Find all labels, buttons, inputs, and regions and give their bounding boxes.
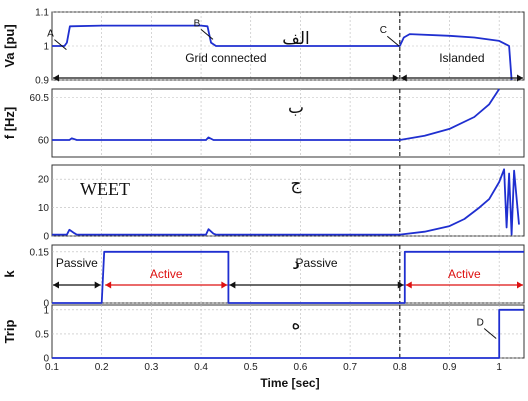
point-pointer-d bbox=[483, 328, 497, 339]
y-tick-label-trip-1: 0.5 bbox=[35, 329, 49, 340]
y-tick-label-trip-2: 1 bbox=[43, 305, 49, 316]
y-tick-label-va-0: 0.9 bbox=[35, 76, 49, 87]
span-arrow-p1-head-right bbox=[94, 281, 101, 289]
point-label-a: A bbox=[47, 29, 54, 40]
y-tick-label-va-1: 1 bbox=[43, 42, 49, 53]
span-label-a2: Active bbox=[448, 267, 481, 281]
span-arrow-islanded-head-right bbox=[517, 74, 523, 82]
y-tick-label-osc-1: 10 bbox=[38, 203, 50, 214]
span-label-a1: Active bbox=[150, 267, 183, 281]
span-arrow-a2-head-right bbox=[517, 281, 523, 289]
series-line-k bbox=[52, 250, 524, 304]
x-tick-label-9: 1 bbox=[496, 362, 502, 373]
span-arrow-a1-head-right bbox=[221, 281, 228, 289]
y-tick-label-freq-1: 60.5 bbox=[30, 93, 50, 104]
span-arrow-p2-head-left bbox=[229, 281, 236, 289]
span-label-p1: Passive bbox=[56, 256, 98, 270]
y-axis-label-k: k bbox=[2, 270, 17, 278]
panel-label-freq: ب bbox=[288, 98, 304, 118]
span-label-grid: Grid connected bbox=[185, 51, 266, 65]
span-arrow-a1-head-left bbox=[105, 281, 112, 289]
y-tick-label-osc-0: 0 bbox=[43, 232, 49, 243]
y-tick-label-va-2: 1.1 bbox=[35, 8, 49, 19]
panel-frame-freq bbox=[51, 88, 525, 158]
series-line-freq bbox=[52, 88, 500, 141]
span-arrow-p2-head-right bbox=[397, 281, 404, 289]
panel-frame-osc bbox=[51, 164, 525, 237]
x-axis-label: Time [sec] bbox=[260, 376, 319, 390]
y-axis-label-trip: Trip bbox=[2, 320, 17, 344]
span-label-p2: Passive bbox=[296, 256, 338, 270]
span-arrow-p1-head-left bbox=[53, 281, 59, 289]
x-tick-label-2: 0.3 bbox=[144, 362, 158, 373]
watermark-text: WEET bbox=[80, 179, 130, 199]
x-tick-label-8: 0.9 bbox=[443, 362, 457, 373]
y-axis-label-va: Va [pu] bbox=[2, 24, 17, 67]
point-label-d: D bbox=[477, 318, 484, 329]
x-tick-label-5: 0.6 bbox=[293, 362, 307, 373]
y-axis-label-freq: f [Hz] bbox=[2, 107, 17, 140]
y-tick-label-k-1: 0.15 bbox=[30, 247, 50, 258]
panel-label-trip: ه bbox=[292, 314, 301, 334]
x-tick-label-1: 0.2 bbox=[95, 362, 109, 373]
y-tick-label-trip-0: 0 bbox=[43, 354, 49, 365]
point-pointer-a bbox=[54, 39, 67, 50]
panel-label-va: الف bbox=[282, 29, 310, 49]
y-tick-label-k-0: 0 bbox=[43, 299, 49, 310]
y-tick-label-freq-0: 60 bbox=[38, 136, 50, 147]
span-label-islanded: Islanded bbox=[439, 51, 484, 65]
panel-frame-k bbox=[51, 244, 525, 304]
point-pointer-b bbox=[200, 29, 214, 40]
point-pointer-c bbox=[386, 35, 400, 47]
series-line-osc bbox=[52, 168, 520, 236]
series-line-trip bbox=[52, 308, 524, 359]
x-tick-label-0: 0.1 bbox=[45, 362, 59, 373]
span-arrow-grid-head-right bbox=[392, 74, 399, 82]
span-arrow-a2-head-left bbox=[405, 281, 412, 289]
x-tick-label-7: 0.8 bbox=[393, 362, 407, 373]
span-arrow-islanded-head-left bbox=[400, 74, 407, 82]
x-tick-label-3: 0.4 bbox=[194, 362, 208, 373]
panel-label-k: د bbox=[292, 254, 300, 274]
x-tick-label-6: 0.7 bbox=[343, 362, 357, 373]
panel-frame-trip bbox=[51, 304, 525, 359]
point-label-c: C bbox=[380, 25, 387, 36]
x-tick-label-4: 0.5 bbox=[244, 362, 258, 373]
series-line-va bbox=[52, 24, 513, 81]
span-arrow-grid-head-left bbox=[53, 74, 59, 82]
point-label-b: B bbox=[194, 18, 201, 29]
panel-label-osc: ج bbox=[291, 174, 302, 194]
y-tick-label-osc-2: 20 bbox=[38, 175, 50, 186]
